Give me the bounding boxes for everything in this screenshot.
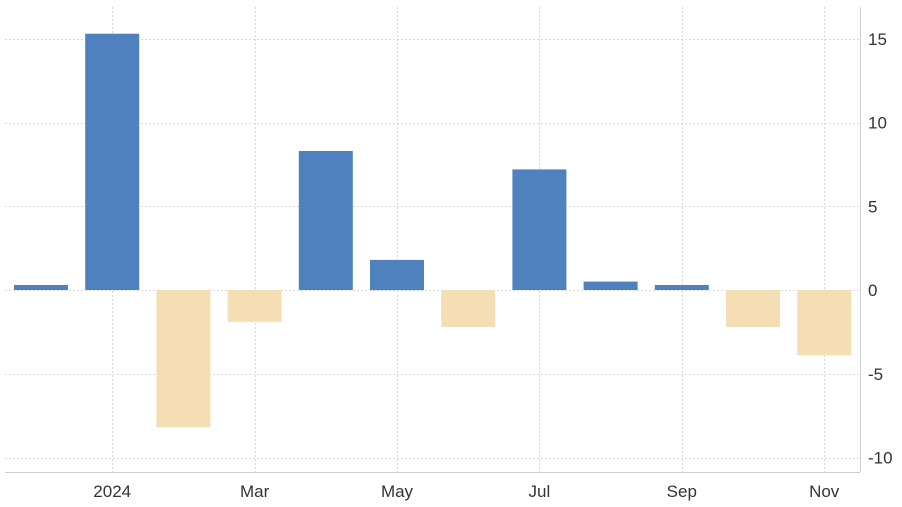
y-tick-label: 10 bbox=[868, 114, 887, 133]
bar-2024-07[interactable] bbox=[512, 169, 567, 290]
bar-2024-08[interactable] bbox=[583, 281, 638, 290]
bar-2024-11[interactable] bbox=[797, 290, 852, 356]
y-tick-label: 0 bbox=[868, 281, 877, 300]
y-tick-label: -10 bbox=[868, 449, 893, 468]
x-tick-label: May bbox=[381, 482, 414, 501]
bar-2024-06[interactable] bbox=[441, 290, 496, 327]
tick-labels: 15 10 5 0 -5 -10 2024 Mar May Jul Sep Nov bbox=[93, 30, 892, 501]
x-tick-label: 2024 bbox=[93, 482, 131, 501]
bars bbox=[14, 33, 852, 428]
y-tick-label: 15 bbox=[868, 30, 887, 49]
bar-2024-03[interactable] bbox=[227, 290, 282, 322]
x-tick-label: Nov bbox=[809, 482, 840, 501]
y-tick-label: 5 bbox=[868, 197, 877, 216]
bar-2023-12[interactable] bbox=[14, 285, 68, 290]
x-tick-label: Mar bbox=[240, 482, 270, 501]
y-tick-label: -5 bbox=[868, 365, 883, 384]
bar-2024-09[interactable] bbox=[654, 285, 709, 290]
bar-2024-04[interactable] bbox=[298, 151, 353, 290]
bar-2024-10[interactable] bbox=[726, 290, 780, 327]
bar-2024-05[interactable] bbox=[370, 259, 424, 291]
axes bbox=[5, 7, 861, 473]
bar-2024-02[interactable] bbox=[156, 290, 211, 428]
x-tick-label: Jul bbox=[529, 482, 551, 501]
bar-2024-01[interactable] bbox=[85, 33, 140, 290]
x-tick-label: Sep bbox=[667, 482, 697, 501]
